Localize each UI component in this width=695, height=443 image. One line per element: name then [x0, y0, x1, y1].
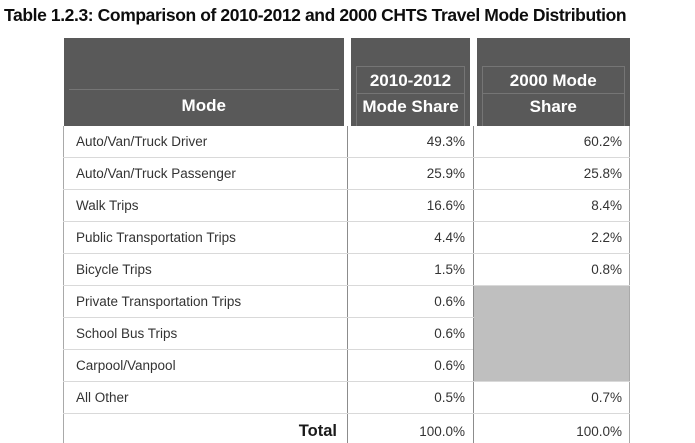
share-2000-cell: 0.8% [473, 253, 630, 286]
table-row: All Other 0.5% 0.7% [63, 381, 630, 414]
mode-cell: Auto/Van/Truck Passenger [63, 157, 348, 190]
total-row: Total 100.0% 100.0% [63, 413, 630, 443]
table-row: Walk Trips 16.6% 8.4% [63, 189, 630, 222]
share-2010-cell: 25.9% [347, 157, 474, 190]
column-header-mode-label: Mode [68, 89, 339, 126]
column-header-2010-line1: 2010-2012 [357, 67, 464, 95]
share-2010-cell: 49.3% [347, 126, 474, 158]
table-body: Auto/Van/Truck Driver 49.3% 60.2% Auto/V… [63, 126, 630, 443]
table-row: School Bus Trips 0.6% [63, 317, 630, 350]
total-share-2010-cell: 100.0% [347, 413, 474, 443]
table-row: Public Transportation Trips 4.4% 2.2% [63, 221, 630, 254]
column-header-mode: Mode [63, 38, 348, 126]
table-caption: Table 1.2.3: Comparison of 2010-2012 and… [4, 5, 627, 25]
table-header: Mode 2010-2012 Mode Share 2000 Mode Shar… [63, 38, 630, 126]
share-2010-cell: 0.6% [347, 317, 474, 350]
mode-cell: All Other [63, 381, 348, 414]
mode-cell: Bicycle Trips [63, 253, 348, 286]
table-row: Private Transportation Trips 0.6% [63, 285, 630, 382]
column-header-2000: 2000 Mode Share [470, 38, 630, 126]
travel-mode-table: Mode 2010-2012 Mode Share 2000 Mode Shar… [63, 38, 630, 443]
mode-cell: Walk Trips [63, 189, 348, 222]
share-2010-cell: 0.6% [347, 285, 474, 318]
share-2010-cell: 0.5% [347, 381, 474, 414]
share-2000-cell: 25.8% [473, 157, 630, 190]
table-row: Auto/Van/Truck Driver 49.3% 60.2% [63, 126, 630, 158]
total-label: Total [63, 413, 348, 443]
column-header-2000-line1: 2000 Mode [483, 67, 624, 95]
mode-cell: Carpool/Vanpool [63, 349, 348, 382]
share-2000-cell: 0.7% [473, 381, 630, 414]
mode-cell: School Bus Trips [63, 317, 348, 350]
column-header-2000-line2: Share [529, 97, 577, 117]
share-2000-cell: 60.2% [473, 126, 630, 158]
table-row: Auto/Van/Truck Passenger 25.9% 25.8% [63, 157, 630, 190]
mode-cell: Public Transportation Trips [63, 221, 348, 254]
share-2010-cell: 0.6% [347, 349, 474, 382]
mode-cell: Private Transportation Trips [63, 285, 348, 318]
share-2010-cell: 16.6% [347, 189, 474, 222]
column-header-2010-2012: 2010-2012 Mode Share [344, 38, 474, 126]
share-2010-cell: 4.4% [347, 221, 474, 254]
table-row: Carpool/Vanpool 0.6% [63, 349, 630, 382]
mode-cell: Auto/Van/Truck Driver [63, 126, 348, 158]
total-share-2000-cell: 100.0% [473, 413, 630, 443]
share-2000-cell: 2.2% [473, 221, 630, 254]
share-2000-cell: 8.4% [473, 189, 630, 222]
share-2010-cell: 1.5% [347, 253, 474, 286]
no-data-merged-cell [473, 285, 630, 382]
table-row: Bicycle Trips 1.5% 0.8% [63, 253, 630, 286]
column-header-2010-line2: Mode Share [362, 97, 459, 117]
